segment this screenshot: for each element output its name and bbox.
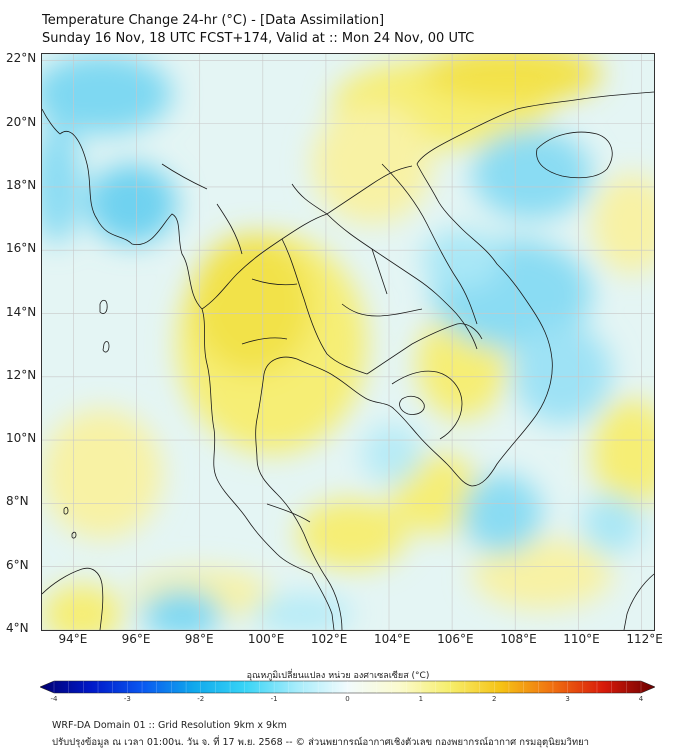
colorbar-tick-label: 0: [345, 695, 350, 703]
lat-label: 10°N: [6, 431, 37, 446]
map-title: Temperature Change 24-hr (°C) - [Data As…: [42, 12, 474, 48]
colorbar-gradient: [39, 680, 656, 694]
lon-label: 108°E: [500, 632, 537, 646]
footer-update-info: ปรับปรุงข้อมูล ณ เวลา 01:00น. วัน จ. ที่…: [52, 737, 590, 748]
colorbar-tick-label: 1: [418, 695, 424, 703]
coastlines-and-borders: [42, 91, 654, 630]
lat-label: 22°N: [6, 51, 37, 66]
colorbar-tick-label: -2: [197, 695, 205, 703]
graticule: [42, 54, 654, 630]
lon-label: 96°E: [121, 632, 151, 646]
lat-label: 12°N: [6, 367, 37, 382]
colorbar-tick-label: -3: [123, 695, 131, 703]
lat-label: 16°N: [6, 241, 37, 256]
lon-label: 100°E: [247, 632, 285, 646]
lon-label: 94°E: [58, 632, 88, 646]
colorbar-tick-label: 2: [492, 695, 497, 703]
colorbar-tick-label: -4: [50, 695, 58, 703]
temperature-field: [42, 54, 654, 630]
lon-label: 112°E: [626, 632, 663, 646]
map-panel[interactable]: [41, 53, 655, 631]
temperature-change-map[interactable]: [42, 54, 654, 630]
lon-label: 104°E: [374, 632, 411, 646]
colorbar-tick-label: 3: [565, 695, 570, 703]
lon-label: 106°E: [437, 632, 474, 646]
lon-label: 98°E: [184, 632, 214, 646]
lon-label: 110°E: [563, 632, 600, 646]
lat-label: 6°N: [6, 557, 29, 572]
footer-domain-info: WRF-DA Domain 01 :: Grid Resolution 9km …: [52, 720, 287, 731]
lat-label: 8°N: [6, 494, 29, 509]
colorbar-tick-label: -1: [270, 695, 278, 703]
lon-label: 102°E: [310, 632, 348, 646]
title-line-1: Temperature Change 24-hr (°C) - [Data As…: [42, 13, 385, 28]
lat-label: 20°N: [6, 114, 37, 129]
lat-label: 18°N: [6, 177, 37, 192]
lat-label: 14°N: [6, 304, 37, 319]
colorbar: [39, 679, 656, 694]
lat-label: 4°N: [6, 621, 29, 635]
colorbar-title: อุณหภูมิเปลี่ยนแปลง หน่วย องศาเซลเซียส (…: [246, 671, 430, 681]
colorbar-tick-label: 4: [638, 695, 644, 703]
title-line-2: Sunday 16 Nov, 18 UTC FCST+174, Valid at…: [42, 31, 475, 46]
